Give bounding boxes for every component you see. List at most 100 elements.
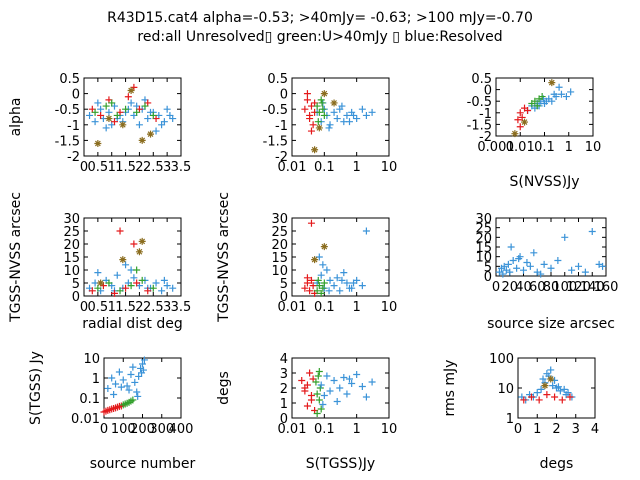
data-point [333, 115, 341, 123]
data-point [319, 284, 327, 292]
x-tick-label: 200 [130, 422, 155, 437]
data-point [301, 284, 309, 292]
x-tick-label: 100 [552, 280, 577, 295]
data-point [94, 140, 102, 148]
data-point [315, 282, 323, 290]
x-axis-label: source number [90, 456, 196, 472]
data-point [516, 109, 524, 117]
data-point [94, 99, 102, 107]
data-point [561, 233, 569, 241]
x-tick-label: 1 [533, 422, 541, 437]
x-tick-label: 160 [594, 280, 619, 295]
data-point [330, 377, 338, 384]
x-tick-label: 120 [566, 280, 591, 295]
data-point [567, 88, 575, 96]
y-tick-label: 5 [484, 260, 492, 275]
y-tick-label: 0.5 [267, 72, 288, 87]
y-tick-label: 1 [280, 397, 288, 412]
data-point [340, 269, 348, 277]
data-point [94, 269, 102, 277]
data-point [307, 219, 315, 227]
data-point [117, 383, 125, 391]
data-point [326, 276, 334, 284]
x-tick-label: 1 [353, 422, 361, 437]
x-tick-label: 1 [108, 300, 116, 315]
x-tick-label: 100 [111, 422, 136, 437]
data-point [315, 253, 323, 261]
data-point [314, 118, 322, 126]
data-point [313, 410, 321, 417]
y-tick-label: 20 [475, 231, 492, 246]
figure-title-line1: R43D15.cat4 alpha=-0.53; >40mJy= -0.63; … [107, 10, 533, 26]
y-tick-label: 20 [271, 238, 288, 253]
data-point [320, 243, 328, 251]
data-point [320, 111, 328, 119]
data-point [333, 274, 341, 282]
data-point [540, 260, 548, 268]
data-point [515, 255, 523, 263]
data-point [350, 111, 358, 119]
y-axis-label: rms mJy [442, 360, 458, 417]
data-point [124, 93, 132, 101]
data-point [317, 271, 325, 279]
data-point [110, 390, 118, 398]
data-point [315, 124, 323, 132]
data-point [119, 376, 127, 384]
x-tick-label: 1 [108, 160, 116, 175]
data-point [110, 118, 118, 126]
y-axis-label: TGSS-NVSS arcsec [216, 192, 232, 323]
data-point [311, 146, 319, 154]
y-tick-label: 25 [271, 225, 288, 240]
data-point [166, 111, 174, 119]
data-point [560, 385, 568, 393]
data-point [133, 388, 141, 396]
data-point [554, 383, 562, 391]
y-tick-label: 100 [489, 352, 514, 367]
x-tick-label: 0 [492, 280, 500, 295]
data-point [102, 124, 110, 132]
data-point [149, 111, 157, 119]
data-point [313, 102, 321, 110]
x-tick-label: 1 [565, 140, 573, 155]
data-point [122, 261, 130, 269]
data-point [516, 123, 524, 131]
data-point [303, 402, 311, 410]
x-tick-label: 0.01 [278, 160, 307, 175]
data-point [325, 287, 333, 295]
x-tick-label: 1 [353, 160, 361, 175]
panel-p6: 0 20406080100120140160051015202530source … [475, 212, 618, 332]
figure-title-line2: red:all Unresolved▯ green:U>40mJy ▯ blue… [137, 29, 502, 45]
data-point [500, 262, 508, 270]
y-tick-label: -1 [67, 119, 80, 134]
x-tick-label: 20 [501, 280, 518, 295]
data-point [127, 282, 135, 290]
data-point [523, 258, 531, 266]
data-point [129, 363, 137, 371]
series-olive [94, 86, 155, 148]
data-point [313, 287, 321, 295]
plot-frame [83, 77, 182, 157]
data-point [340, 374, 348, 381]
data-point [315, 396, 323, 404]
data-point [348, 380, 356, 387]
data-point [160, 276, 168, 284]
data-point [575, 262, 582, 270]
data-point [313, 390, 321, 398]
data-point [550, 90, 558, 98]
data-point [315, 368, 323, 375]
data-point [548, 79, 556, 87]
series-olive [541, 375, 555, 390]
data-point [127, 370, 135, 378]
data-point [105, 279, 113, 287]
y-tick-label: 25 [475, 222, 492, 237]
x-tick-label: 0.1 [534, 140, 555, 155]
data-point [507, 243, 515, 251]
data-point [97, 279, 105, 287]
data-point [345, 284, 353, 292]
data-point [317, 289, 325, 297]
data-point [566, 393, 574, 401]
x-tick-label: 300 [149, 422, 174, 437]
